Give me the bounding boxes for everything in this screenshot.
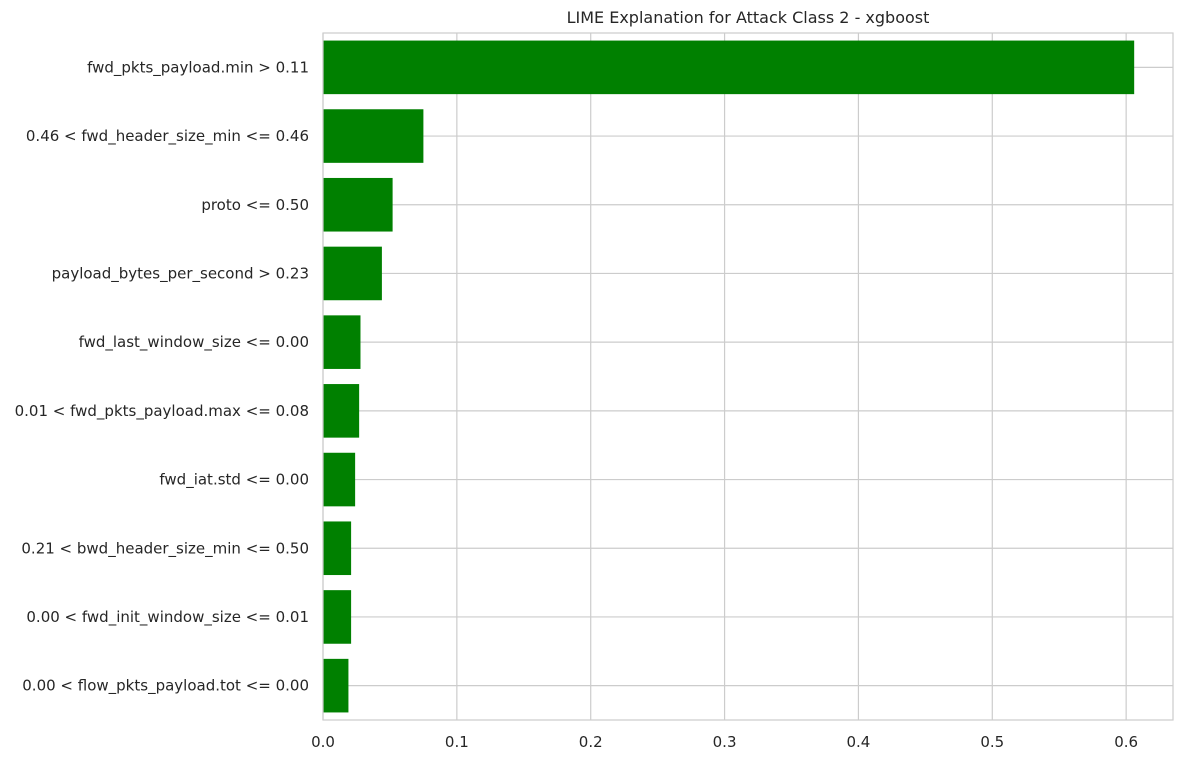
- x-tick-label: 0.1: [445, 733, 469, 751]
- y-tick-label: fwd_pkts_payload.min > 0.11: [87, 58, 309, 77]
- bar: [323, 590, 351, 644]
- bar: [323, 659, 348, 713]
- x-tick-label: 0.5: [980, 733, 1004, 751]
- chart-title: LIME Explanation for Attack Class 2 - xg…: [567, 8, 930, 27]
- x-tick-labels: 0.0 0.1 0.2 0.3 0.4 0.5 0.6: [311, 733, 1138, 751]
- y-tick-label: fwd_iat.std <= 0.00: [159, 471, 309, 490]
- y-tick-label: 0.00 < fwd_init_window_size <= 0.01: [26, 608, 309, 627]
- x-tick-label: 0.4: [847, 733, 871, 751]
- x-tick-label: 0.0: [311, 733, 335, 751]
- y-tick-label: 0.46 < fwd_header_size_min <= 0.46: [26, 127, 309, 146]
- x-tick-label: 0.3: [713, 733, 737, 751]
- y-tick-labels: fwd_pkts_payload.min > 0.11 0.46 < fwd_he…: [15, 58, 309, 695]
- bar: [323, 41, 1134, 95]
- x-tick-label: 0.6: [1114, 733, 1138, 751]
- bar: [323, 315, 360, 369]
- y-tick-label: proto <= 0.50: [201, 196, 309, 214]
- y-tick-label: 0.21 < bwd_header_size_min <= 0.50: [21, 539, 309, 558]
- bar: [323, 109, 423, 163]
- bar: [323, 521, 351, 575]
- bar: [323, 178, 393, 232]
- bars-layer: [323, 41, 1134, 713]
- y-tick-label: 0.00 < flow_pkts_payload.tot <= 0.00: [22, 677, 309, 696]
- y-tick-label: fwd_last_window_size <= 0.00: [79, 333, 309, 352]
- y-tick-label: payload_bytes_per_second > 0.23: [52, 264, 309, 283]
- bar: [323, 247, 382, 301]
- bar: [323, 453, 355, 507]
- y-tick-label: 0.01 < fwd_pkts_payload.max <= 0.08: [15, 402, 309, 421]
- bar: [323, 384, 359, 438]
- x-tick-label: 0.2: [579, 733, 603, 751]
- grid-layer: [323, 33, 1173, 720]
